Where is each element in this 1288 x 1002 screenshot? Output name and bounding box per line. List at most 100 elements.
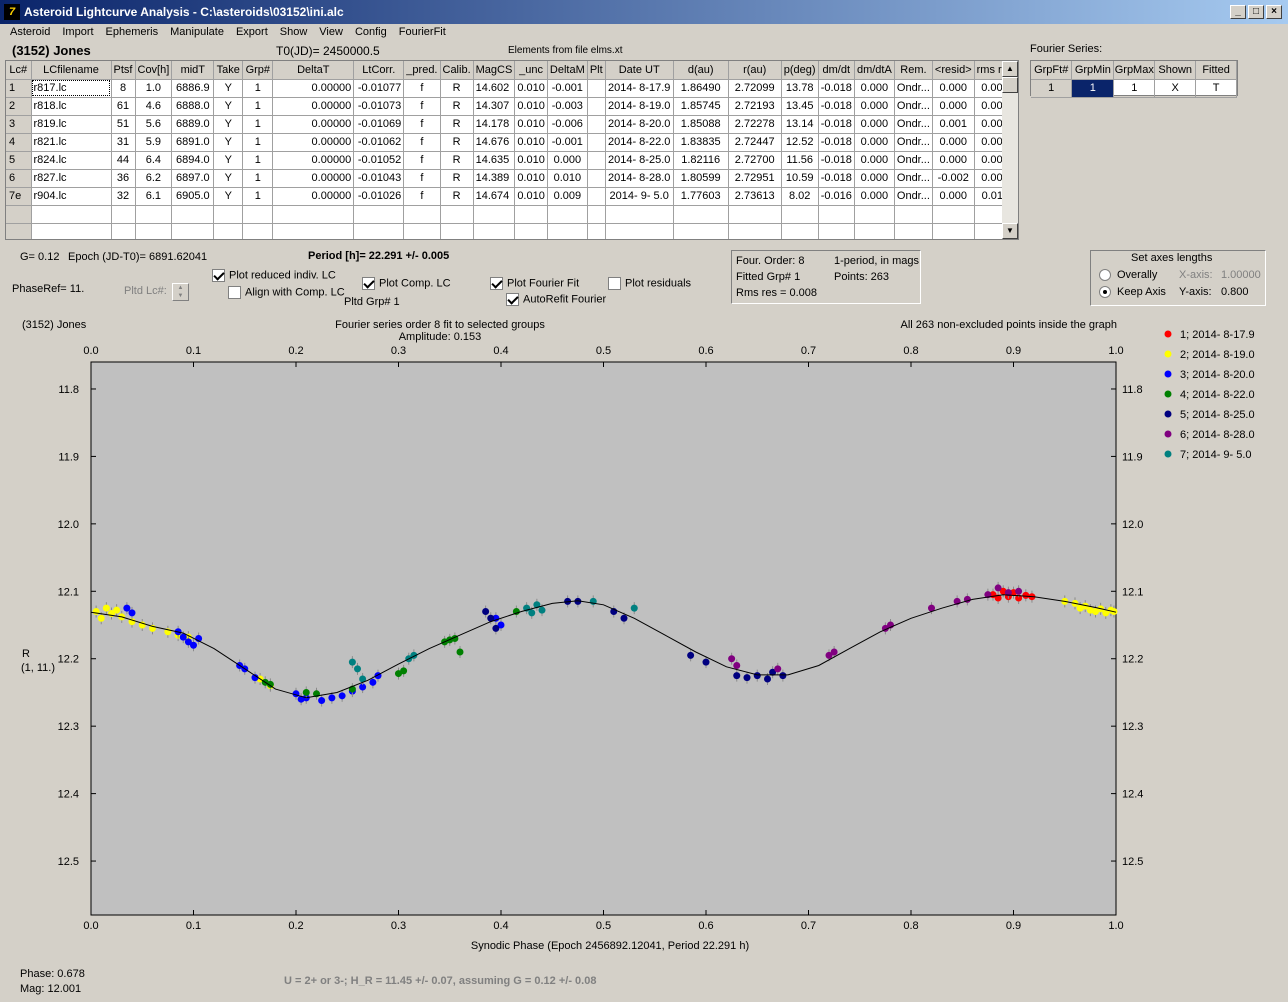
row-header[interactable]: 4 xyxy=(6,133,32,152)
table-cell[interactable]: 1.82116 xyxy=(673,151,729,170)
data-point[interactable] xyxy=(733,672,741,680)
table-cell[interactable] xyxy=(818,205,855,224)
table-cell[interactable] xyxy=(6,223,32,239)
table-cell[interactable]: -0.018 xyxy=(818,115,855,134)
data-point[interactable] xyxy=(753,672,761,680)
data-point[interactable] xyxy=(764,675,771,683)
table-cell[interactable] xyxy=(272,205,355,224)
fourier-cell[interactable]: 1 xyxy=(1113,79,1156,98)
menu-export[interactable]: Export xyxy=(235,26,268,38)
table-cell[interactable]: 32 xyxy=(111,187,136,206)
table-cell[interactable] xyxy=(587,97,606,116)
table-cell[interactable]: -0.018 xyxy=(818,151,855,170)
data-point[interactable] xyxy=(574,597,582,605)
table-cell[interactable]: 0.010 xyxy=(514,133,548,152)
table-cell[interactable]: 2014- 8-19.0 xyxy=(605,97,674,116)
fourier-cell[interactable]: T xyxy=(1195,79,1237,98)
table-cell[interactable] xyxy=(353,223,405,239)
table-cell[interactable] xyxy=(932,223,975,239)
table-row[interactable]: 1 r817.lc 8 1.0 6886.9 Y 1 0.00000 -0.01077 f R 14.… xyxy=(6,79,1017,98)
table-cell[interactable]: 2014- 8-28.0 xyxy=(605,169,674,188)
table-cell[interactable]: 2014- 9- 5.0 xyxy=(605,187,674,206)
data-point[interactable] xyxy=(497,621,505,629)
table-cell[interactable]: 0.000 xyxy=(547,151,588,170)
table-cell[interactable]: 0.000 xyxy=(932,187,975,206)
table-cell[interactable] xyxy=(932,205,975,224)
table-cell[interactable] xyxy=(605,205,674,224)
table-cell[interactable]: 0.010 xyxy=(514,151,548,170)
table-cell[interactable] xyxy=(818,223,855,239)
table-cell[interactable]: 0.00000 xyxy=(272,115,355,134)
table-cell[interactable] xyxy=(111,205,136,224)
table-cell[interactable] xyxy=(781,223,819,239)
table-cell[interactable]: 0.010 xyxy=(514,169,548,188)
row-header[interactable]: 5 xyxy=(6,151,32,170)
table-cell[interactable]: 2.72700 xyxy=(728,151,782,170)
table-cell[interactable] xyxy=(894,205,933,224)
pltd-lc-spinner[interactable]: ▲ ▼ xyxy=(172,283,189,301)
table-cell[interactable]: 6905.0 xyxy=(171,187,215,206)
plot-residuals-checkbox[interactable]: Plot residuals xyxy=(608,277,691,290)
column-header[interactable]: _unc xyxy=(514,61,548,80)
table-cell[interactable]: 0.000 xyxy=(854,169,895,188)
table-cell[interactable]: 6891.0 xyxy=(171,133,215,152)
fourier-cell[interactable]: 1 xyxy=(1071,79,1115,98)
data-point[interactable] xyxy=(487,614,495,622)
table-cell[interactable] xyxy=(587,115,606,134)
plot-area[interactable] xyxy=(90,361,1117,916)
table-cell[interactable] xyxy=(894,223,933,239)
table-cell[interactable] xyxy=(272,223,355,239)
data-point[interactable] xyxy=(825,651,833,659)
table-cell[interactable] xyxy=(587,223,606,239)
table-cell[interactable]: 36 xyxy=(111,169,136,188)
table-cell[interactable]: 0.00000 xyxy=(272,79,355,98)
column-header[interactable]: Rem. xyxy=(894,61,933,80)
data-point[interactable] xyxy=(179,633,187,641)
table-cell[interactable]: 1.85745 xyxy=(673,97,729,116)
column-header[interactable]: Ptsf xyxy=(111,61,136,80)
table-cell[interactable]: r904.lc xyxy=(31,187,112,206)
lightcurve-plot[interactable]: (3152) Jones Fourier series order 8 fit t… xyxy=(20,314,1282,960)
table-cell[interactable] xyxy=(6,205,32,224)
close-button[interactable]: × xyxy=(1266,5,1282,19)
data-point[interactable] xyxy=(1081,602,1089,610)
column-header[interactable]: MagCS xyxy=(473,61,516,80)
lightcurve-plot-panel[interactable]: (3152) Jones Fourier series order 8 fit t… xyxy=(20,314,1282,960)
table-cell[interactable]: 6.4 xyxy=(135,151,173,170)
table-cell[interactable]: -0.01052 xyxy=(353,151,405,170)
table-cell[interactable]: 6897.0 xyxy=(171,169,215,188)
table-cell[interactable]: 2014- 8-25.0 xyxy=(605,151,674,170)
table-cell[interactable]: 0.010 xyxy=(514,79,548,98)
table-cell[interactable]: Ondr... xyxy=(894,115,933,134)
table-cell[interactable] xyxy=(587,205,606,224)
table-row[interactable]: 2 r818.lc 61 4.6 6888.0 Y 1 0.00000 -0.01073 f R 14… xyxy=(6,97,1017,116)
table-cell[interactable]: 2014- 8-22.0 xyxy=(605,133,674,152)
column-header[interactable]: Cov[h] xyxy=(135,61,173,80)
table-cell[interactable] xyxy=(605,223,674,239)
table-cell[interactable]: 0.00000 xyxy=(272,97,355,116)
table-cell[interactable]: 61 xyxy=(111,97,136,116)
table-cell[interactable] xyxy=(31,205,112,224)
data-point[interactable] xyxy=(994,584,1002,592)
table-cell[interactable]: Ondr... xyxy=(894,151,933,170)
table-cell[interactable]: f xyxy=(403,97,441,116)
table-cell[interactable]: 0.000 xyxy=(854,79,895,98)
table-cell[interactable]: 1.86490 xyxy=(673,79,729,98)
data-point[interactable] xyxy=(456,648,464,656)
overally-radio[interactable]: Overally xyxy=(1099,269,1157,282)
plot-fourier-checkbox[interactable]: Plot Fourier Fit xyxy=(490,277,579,290)
table-cell[interactable]: 2.72278 xyxy=(728,115,782,134)
scroll-up-icon[interactable]: ▲ xyxy=(1002,61,1018,77)
column-header[interactable]: Date UT xyxy=(605,61,674,80)
table-cell[interactable]: 2014- 8-17.9 xyxy=(605,79,674,98)
table-cell[interactable] xyxy=(781,205,819,224)
column-header[interactable]: DeltaM xyxy=(547,61,588,80)
table-cell[interactable]: -0.018 xyxy=(818,133,855,152)
table-cell[interactable]: 51 xyxy=(111,115,136,134)
table-cell[interactable] xyxy=(514,223,548,239)
table-cell[interactable]: 0.001 xyxy=(932,115,975,134)
table-cell[interactable]: 1.80599 xyxy=(673,169,729,188)
data-point[interactable] xyxy=(769,668,777,676)
data-point[interactable] xyxy=(184,638,192,646)
table-cell[interactable]: f xyxy=(403,169,441,188)
